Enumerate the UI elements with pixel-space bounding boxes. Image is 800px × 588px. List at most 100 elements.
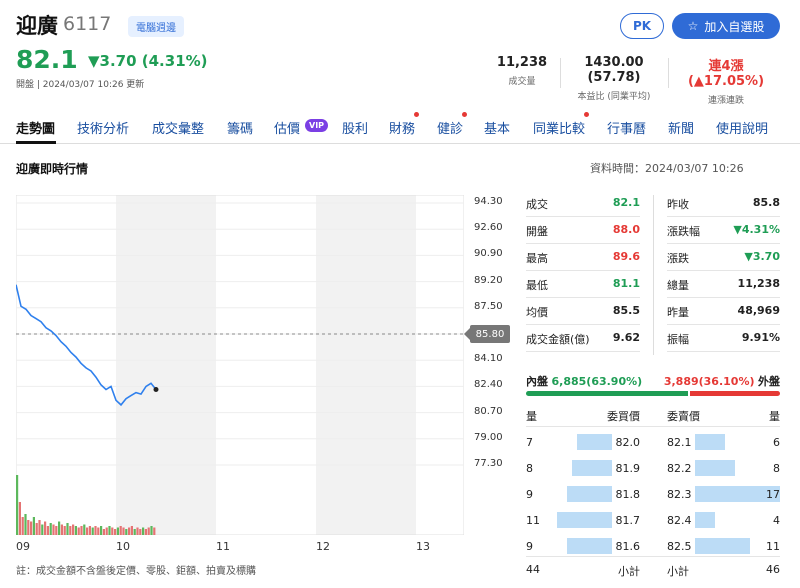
tab-chips[interactable]: 籌碼: [227, 122, 254, 137]
quote-label: 振幅: [667, 333, 689, 346]
volume-bar: [144, 529, 147, 535]
volume-bar: [102, 529, 105, 535]
quote-label: 最高: [526, 252, 548, 265]
ask-price: 82.2: [667, 462, 692, 475]
tab-help[interactable]: 使用說明: [716, 122, 769, 137]
tab-peer-compare[interactable]: 同業比較: [533, 122, 586, 137]
volume-bar: [91, 527, 94, 535]
tab-dividend[interactable]: 股利: [342, 122, 369, 137]
volume-bar: [55, 526, 58, 535]
outer-label: 外盤: [758, 375, 780, 388]
volume-bar: [133, 529, 136, 535]
stat-divider: [668, 58, 669, 88]
volume-bar: [125, 529, 128, 535]
bid-price: 81.6: [615, 540, 641, 553]
volume-bar: [105, 527, 108, 535]
quote-value: 48,969: [737, 304, 780, 317]
tab-technical[interactable]: 技術分析: [77, 122, 130, 137]
bid-volume-bar: [566, 486, 612, 502]
outer-ratio-fill: [690, 391, 780, 396]
quote-value: 88.0: [612, 223, 640, 236]
ask-price: 82.1: [667, 436, 692, 449]
volume-bar: [66, 523, 69, 535]
tab-valuation[interactable]: 估價: [274, 122, 301, 137]
tab-trend[interactable]: 走勢圖: [16, 122, 56, 137]
y-tick-label: 79.00: [474, 431, 503, 443]
volume-bar: [86, 527, 89, 535]
ask-volume-bar: [695, 512, 716, 528]
ask-qty: 4: [773, 514, 780, 527]
tab-diagnosis[interactable]: 健診: [437, 122, 464, 137]
volume-bar: [18, 502, 21, 535]
x-tick-label: 12: [316, 540, 330, 553]
pe-value: 1430.00 (57.78): [584, 55, 644, 85]
tab-basic[interactable]: 基本: [484, 122, 511, 137]
tab-calendar[interactable]: 行事曆: [607, 122, 647, 137]
bid-price: 81.9: [615, 462, 641, 475]
ask-price: 82.3: [667, 488, 692, 501]
bid-qty: 7: [526, 436, 533, 449]
row-divider: [526, 270, 640, 271]
intraday-chart[interactable]: [16, 195, 464, 535]
quote-value: 9.91%: [741, 331, 780, 344]
x-tick-label: 13: [416, 540, 430, 553]
quote-label: 漲跌幅: [667, 225, 700, 238]
update-status: 開盤 | 2024/03/07 10:26 更新: [16, 80, 145, 90]
industry-tag[interactable]: 電腦週邊: [128, 16, 184, 37]
ask-qty: 11: [766, 540, 780, 553]
ask-price: 82.5: [667, 540, 692, 553]
quote-label: 昨量: [667, 306, 689, 319]
volume-bar: [153, 527, 156, 535]
row-divider: [667, 216, 780, 217]
orderbook-footer-divider: [526, 556, 780, 557]
y-tick-label: 92.60: [474, 222, 503, 234]
ask-qty: 17: [766, 488, 780, 501]
volume-bar: [147, 527, 150, 535]
volume-bar: [60, 524, 63, 535]
y-tick-label: 90.90: [474, 248, 503, 260]
hour-band: [316, 195, 416, 535]
inner-ratio: 內盤 6,885(63.90%): [526, 373, 642, 389]
add-watchlist-button[interactable]: ☆ 加入自選股: [672, 13, 780, 39]
tab-financial[interactable]: 財務: [389, 122, 416, 137]
hour-band: [416, 195, 464, 535]
y-tick-label: 89.20: [474, 274, 503, 286]
volume-bar: [88, 526, 91, 535]
x-tick-label: 09: [16, 540, 30, 553]
bid-price: 82.0: [615, 436, 641, 449]
volume-bar: [83, 524, 86, 535]
quote-value: 89.6: [612, 250, 640, 263]
row-divider: [667, 324, 780, 325]
bid-volume-bar: [556, 512, 612, 528]
volume-bar: [139, 529, 142, 535]
volume-bar: [136, 527, 139, 535]
ask-volume-bar: [695, 460, 735, 476]
active-tab-indicator: [16, 141, 56, 144]
volume-value: 11,238: [496, 55, 548, 70]
volume-bar: [16, 475, 19, 535]
pe-label: 本益比 (同業平均): [577, 92, 651, 102]
quote-value: 85.5: [612, 304, 640, 317]
tab-news[interactable]: 新聞: [668, 122, 695, 137]
vip-badge: VIP: [305, 119, 329, 132]
streak-stat: 連4漲 (▲17.05%) 連漲連跌: [670, 55, 782, 106]
ask-qty: 8: [773, 462, 780, 475]
bid-volume-bar: [577, 434, 612, 450]
bid-volume-bar: [572, 460, 612, 476]
tab-bar: 走勢圖 技術分析 成交彙整 籌碼 估價 VIP 股利 財務 健診 基本 同業比較…: [0, 108, 800, 144]
orderbook-header: 委賣價: [667, 410, 700, 423]
total-bid-label: 小計: [618, 565, 640, 578]
y-tick-label: 94.30: [474, 196, 503, 207]
streak-value: 連4漲: [708, 59, 744, 74]
orderbook-header: 量: [526, 410, 537, 423]
tab-volume-summary[interactable]: 成交彙整: [152, 122, 205, 137]
bid-qty: 9: [526, 488, 533, 501]
last-price-dot: [153, 386, 159, 392]
pk-button[interactable]: PK: [620, 13, 664, 39]
volume-bar: [100, 526, 103, 535]
ask-volume-bar: [695, 434, 725, 450]
row-divider: [526, 216, 640, 217]
volume-bar: [35, 523, 38, 535]
volume-stat: 11,238 成交量: [488, 55, 556, 87]
total-bid: 44: [526, 563, 540, 576]
